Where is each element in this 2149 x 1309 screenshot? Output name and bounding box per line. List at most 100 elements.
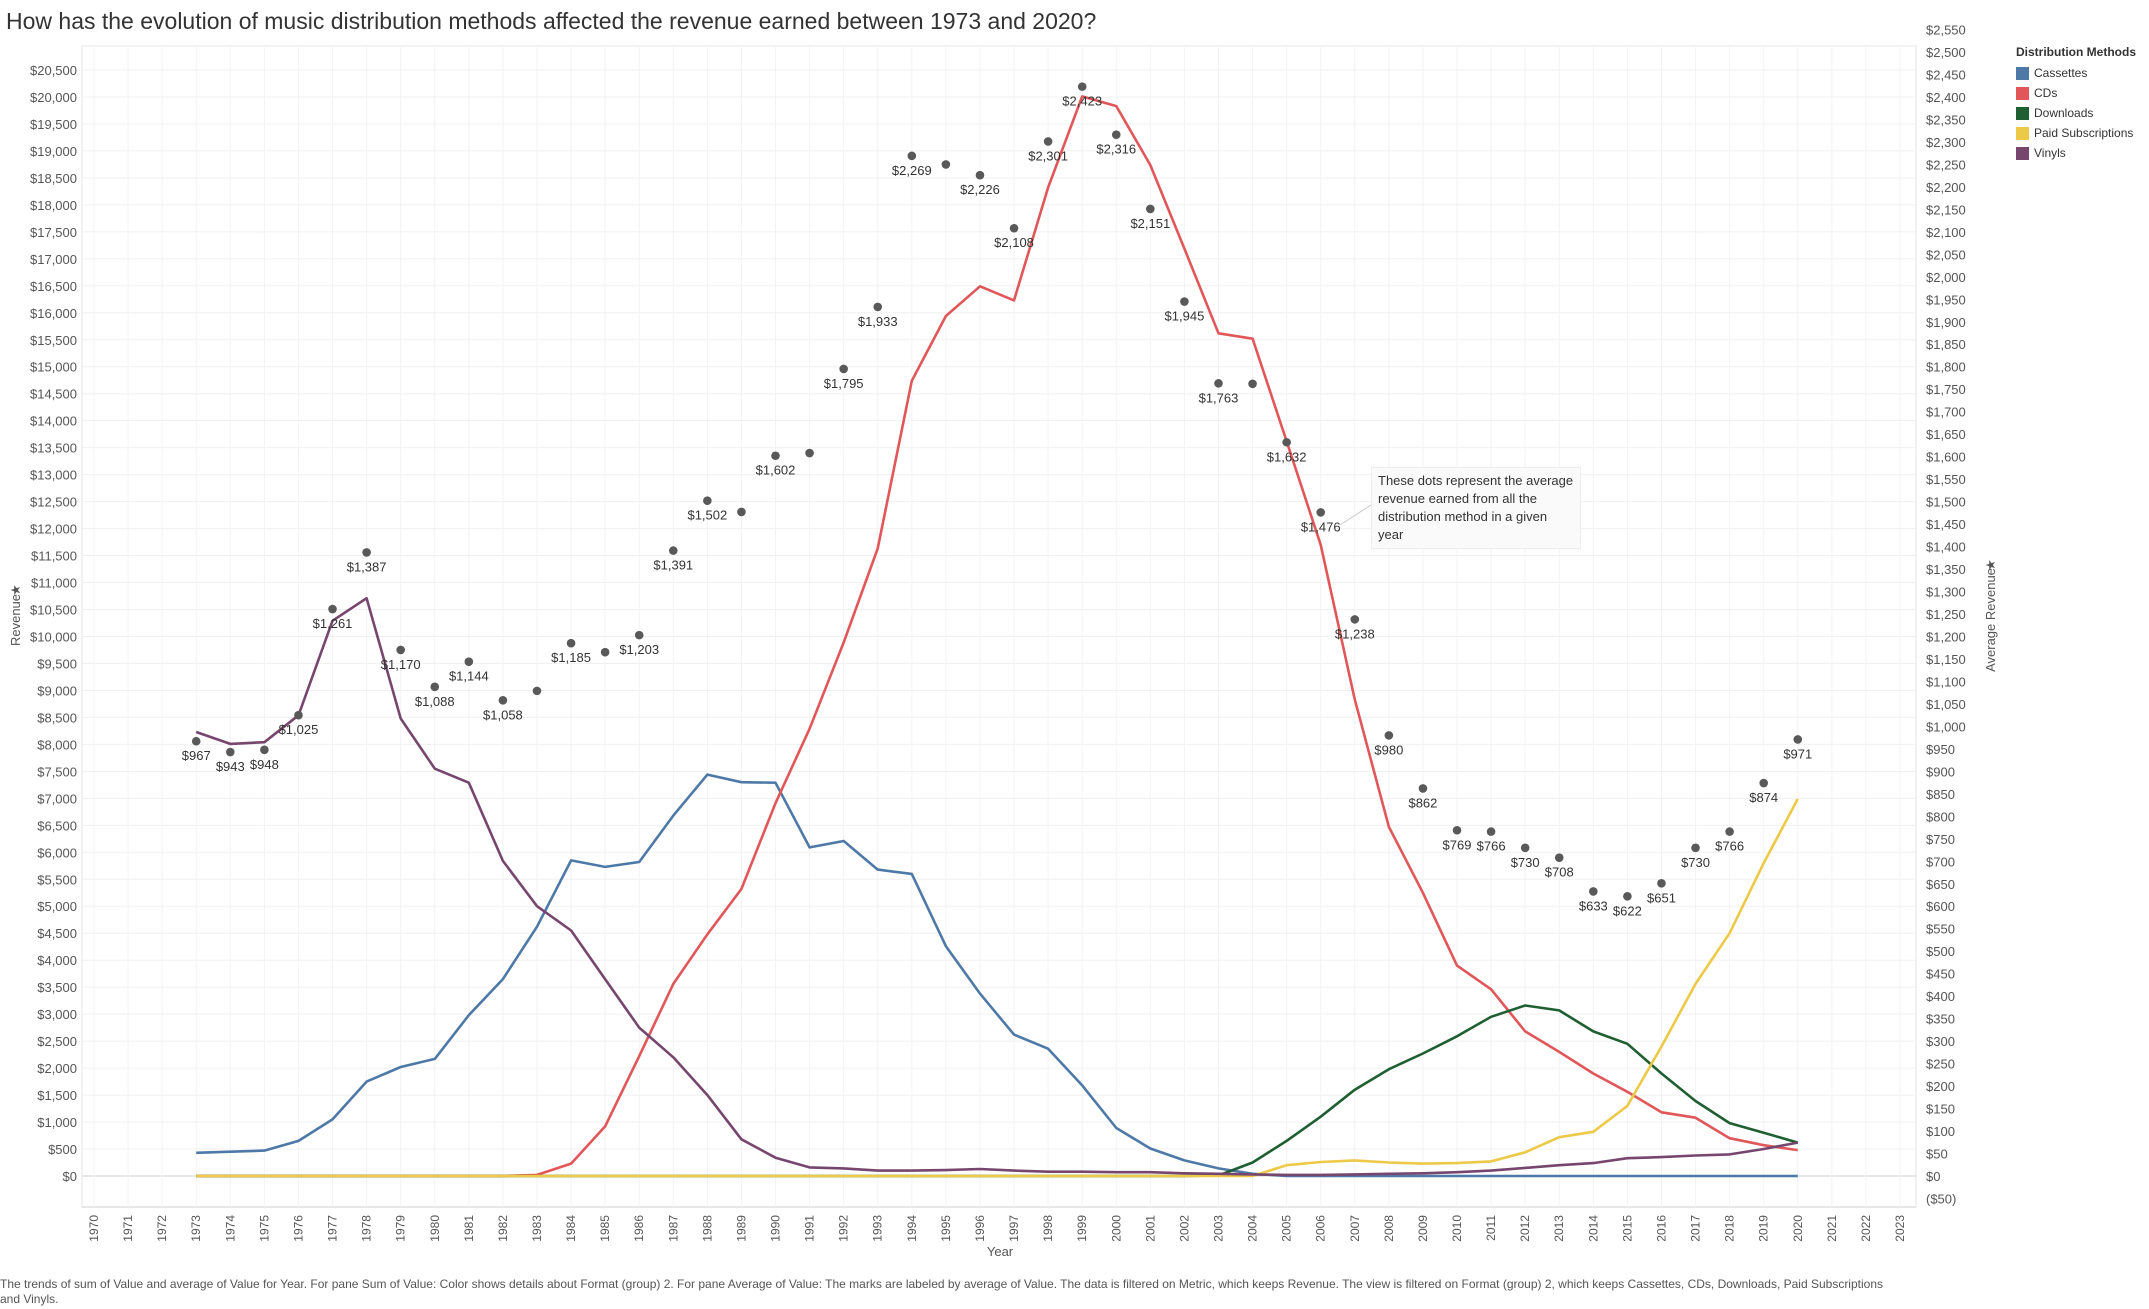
average-dot[interactable] [1759, 778, 1768, 788]
average-dot[interactable] [975, 170, 985, 180]
x-tick-label: 2011 [1484, 1215, 1498, 1241]
series-line-paid-subscriptions[interactable] [196, 798, 1799, 1178]
average-dot-label: $862 [1408, 795, 1437, 810]
average-dot[interactable] [737, 507, 746, 517]
average-dot[interactable] [1009, 223, 1019, 233]
legend-label: CDs [2034, 86, 2058, 100]
average-dot[interactable] [1589, 887, 1598, 896]
average-dot[interactable] [532, 686, 542, 696]
average-dot[interactable] [1111, 130, 1121, 140]
average-dot-label: $1,502 [687, 508, 727, 523]
average-dot[interactable] [1486, 827, 1496, 836]
average-dot[interactable] [1657, 879, 1666, 888]
legend-item-cds[interactable]: CDs [2016, 83, 2146, 103]
legend-label: Cassettes [2034, 66, 2088, 80]
average-dot[interactable] [1554, 853, 1564, 862]
y-tick-label: $2,500 [37, 1034, 77, 1049]
average-dot-label: $1,025 [279, 722, 319, 737]
annotation-leader [1339, 504, 1372, 526]
y-right-tick-label: $1,200 [1926, 629, 1966, 644]
average-dot[interactable] [191, 736, 201, 746]
average-dot[interactable] [1350, 615, 1360, 624]
x-tick-label: 2021 [1825, 1215, 1839, 1242]
legend-item-cassettes[interactable]: Cassettes [2016, 63, 2146, 83]
y-tick-label: $4,000 [37, 953, 77, 968]
average-dot[interactable] [1180, 297, 1189, 306]
average-dot[interactable] [1043, 137, 1053, 146]
average-dot[interactable] [1520, 843, 1530, 853]
x-tick-label: 1994 [905, 1215, 919, 1242]
average-dot[interactable] [941, 160, 951, 169]
y-right-tick-label: $1,750 [1926, 382, 1966, 397]
y-right-tick-label: $1,650 [1926, 427, 1966, 442]
average-dot[interactable] [1418, 784, 1428, 793]
y-right-tick-label: $1,250 [1926, 607, 1966, 622]
x-tick-label: 1985 [598, 1215, 612, 1242]
pin-icon-right[interactable]: ★ [1983, 559, 1998, 571]
average-dot[interactable] [1282, 437, 1291, 447]
average-dot[interactable] [464, 657, 474, 666]
average-dot[interactable] [1316, 508, 1326, 517]
average-dot[interactable] [771, 451, 780, 461]
chart-canvas: $0 $500 $1,000 $1,500 $2,000 $2,500 $3,000 $3,5… [8, 23, 1998, 1259]
average-dot[interactable] [1725, 827, 1734, 836]
average-dot-label: $1,795 [824, 376, 864, 391]
average-dot[interactable] [430, 682, 440, 692]
average-dot[interactable] [1077, 82, 1087, 91]
average-dot-label: $1,238 [1335, 626, 1375, 641]
average-dot[interactable] [839, 364, 848, 374]
pin-icon[interactable]: ★ [8, 584, 23, 596]
average-dot[interactable] [668, 546, 678, 555]
average-dot[interactable] [1146, 204, 1155, 214]
y-tick-label: $1,000 [37, 1115, 77, 1130]
average-dot[interactable] [396, 645, 405, 655]
average-dot[interactable] [1248, 379, 1257, 389]
y-right-tick-label: $850 [1926, 787, 1955, 802]
average-dot[interactable] [1452, 825, 1462, 835]
series-line-cassettes[interactable] [196, 773, 1798, 1178]
y-tick-label: $14,500 [30, 387, 77, 402]
y-right-tick-label: $2,250 [1926, 157, 1966, 172]
y-tick-label: $9,000 [37, 683, 77, 698]
legend-item-vinyls[interactable]: Vinyls [2016, 143, 2146, 163]
y-tick-label: $10,500 [30, 603, 77, 618]
x-tick-label: 1996 [973, 1215, 987, 1242]
average-dot[interactable] [328, 604, 337, 614]
series-line-downloads[interactable] [196, 1004, 1799, 1178]
series-line-vinyls[interactable] [195, 596, 1799, 1177]
y-tick-label: $18,500 [30, 171, 77, 186]
average-dot[interactable] [1691, 843, 1700, 853]
average-dot[interactable] [1214, 379, 1223, 388]
average-dot[interactable] [907, 151, 917, 161]
average-dot[interactable] [498, 696, 508, 705]
average-dot[interactable] [703, 496, 712, 506]
average-dot[interactable] [1623, 892, 1632, 901]
legend-item-downloads[interactable]: Downloads [2016, 103, 2146, 123]
legend-item-paid-subscriptions[interactable]: Paid Subscriptions [2016, 123, 2146, 143]
average-dot[interactable] [1793, 735, 1803, 744]
y-tick-label: $16,500 [30, 279, 77, 294]
x-tick-label: 1993 [871, 1215, 885, 1242]
y-tick-label: $16,000 [30, 306, 77, 321]
x-tick-label: 1971 [121, 1215, 135, 1242]
average-dot[interactable] [634, 630, 644, 640]
average-dot[interactable] [226, 747, 235, 757]
x-tick-label: 2004 [1246, 1215, 1260, 1242]
average-dot-label: $967 [182, 748, 211, 763]
average-dot[interactable] [1384, 731, 1394, 740]
y-right-tick-label: $1,350 [1926, 562, 1966, 577]
average-dot[interactable] [566, 638, 576, 648]
average-dot[interactable] [294, 710, 303, 720]
y-right-tick-label: $1,300 [1926, 585, 1966, 600]
average-dot[interactable] [362, 548, 371, 557]
x-tick-label: 2003 [1211, 1215, 1225, 1242]
average-dot[interactable] [805, 448, 814, 458]
average-dot[interactable] [873, 302, 883, 312]
y-tick-label: $19,500 [30, 117, 77, 132]
average-dot[interactable] [600, 647, 610, 657]
y-tick-label: $7,000 [37, 791, 77, 806]
x-axis-title: Year [987, 1244, 1014, 1259]
average-dot[interactable] [260, 745, 269, 755]
legend-swatch [2016, 126, 2029, 140]
x-tick-label: 2022 [1859, 1215, 1873, 1242]
